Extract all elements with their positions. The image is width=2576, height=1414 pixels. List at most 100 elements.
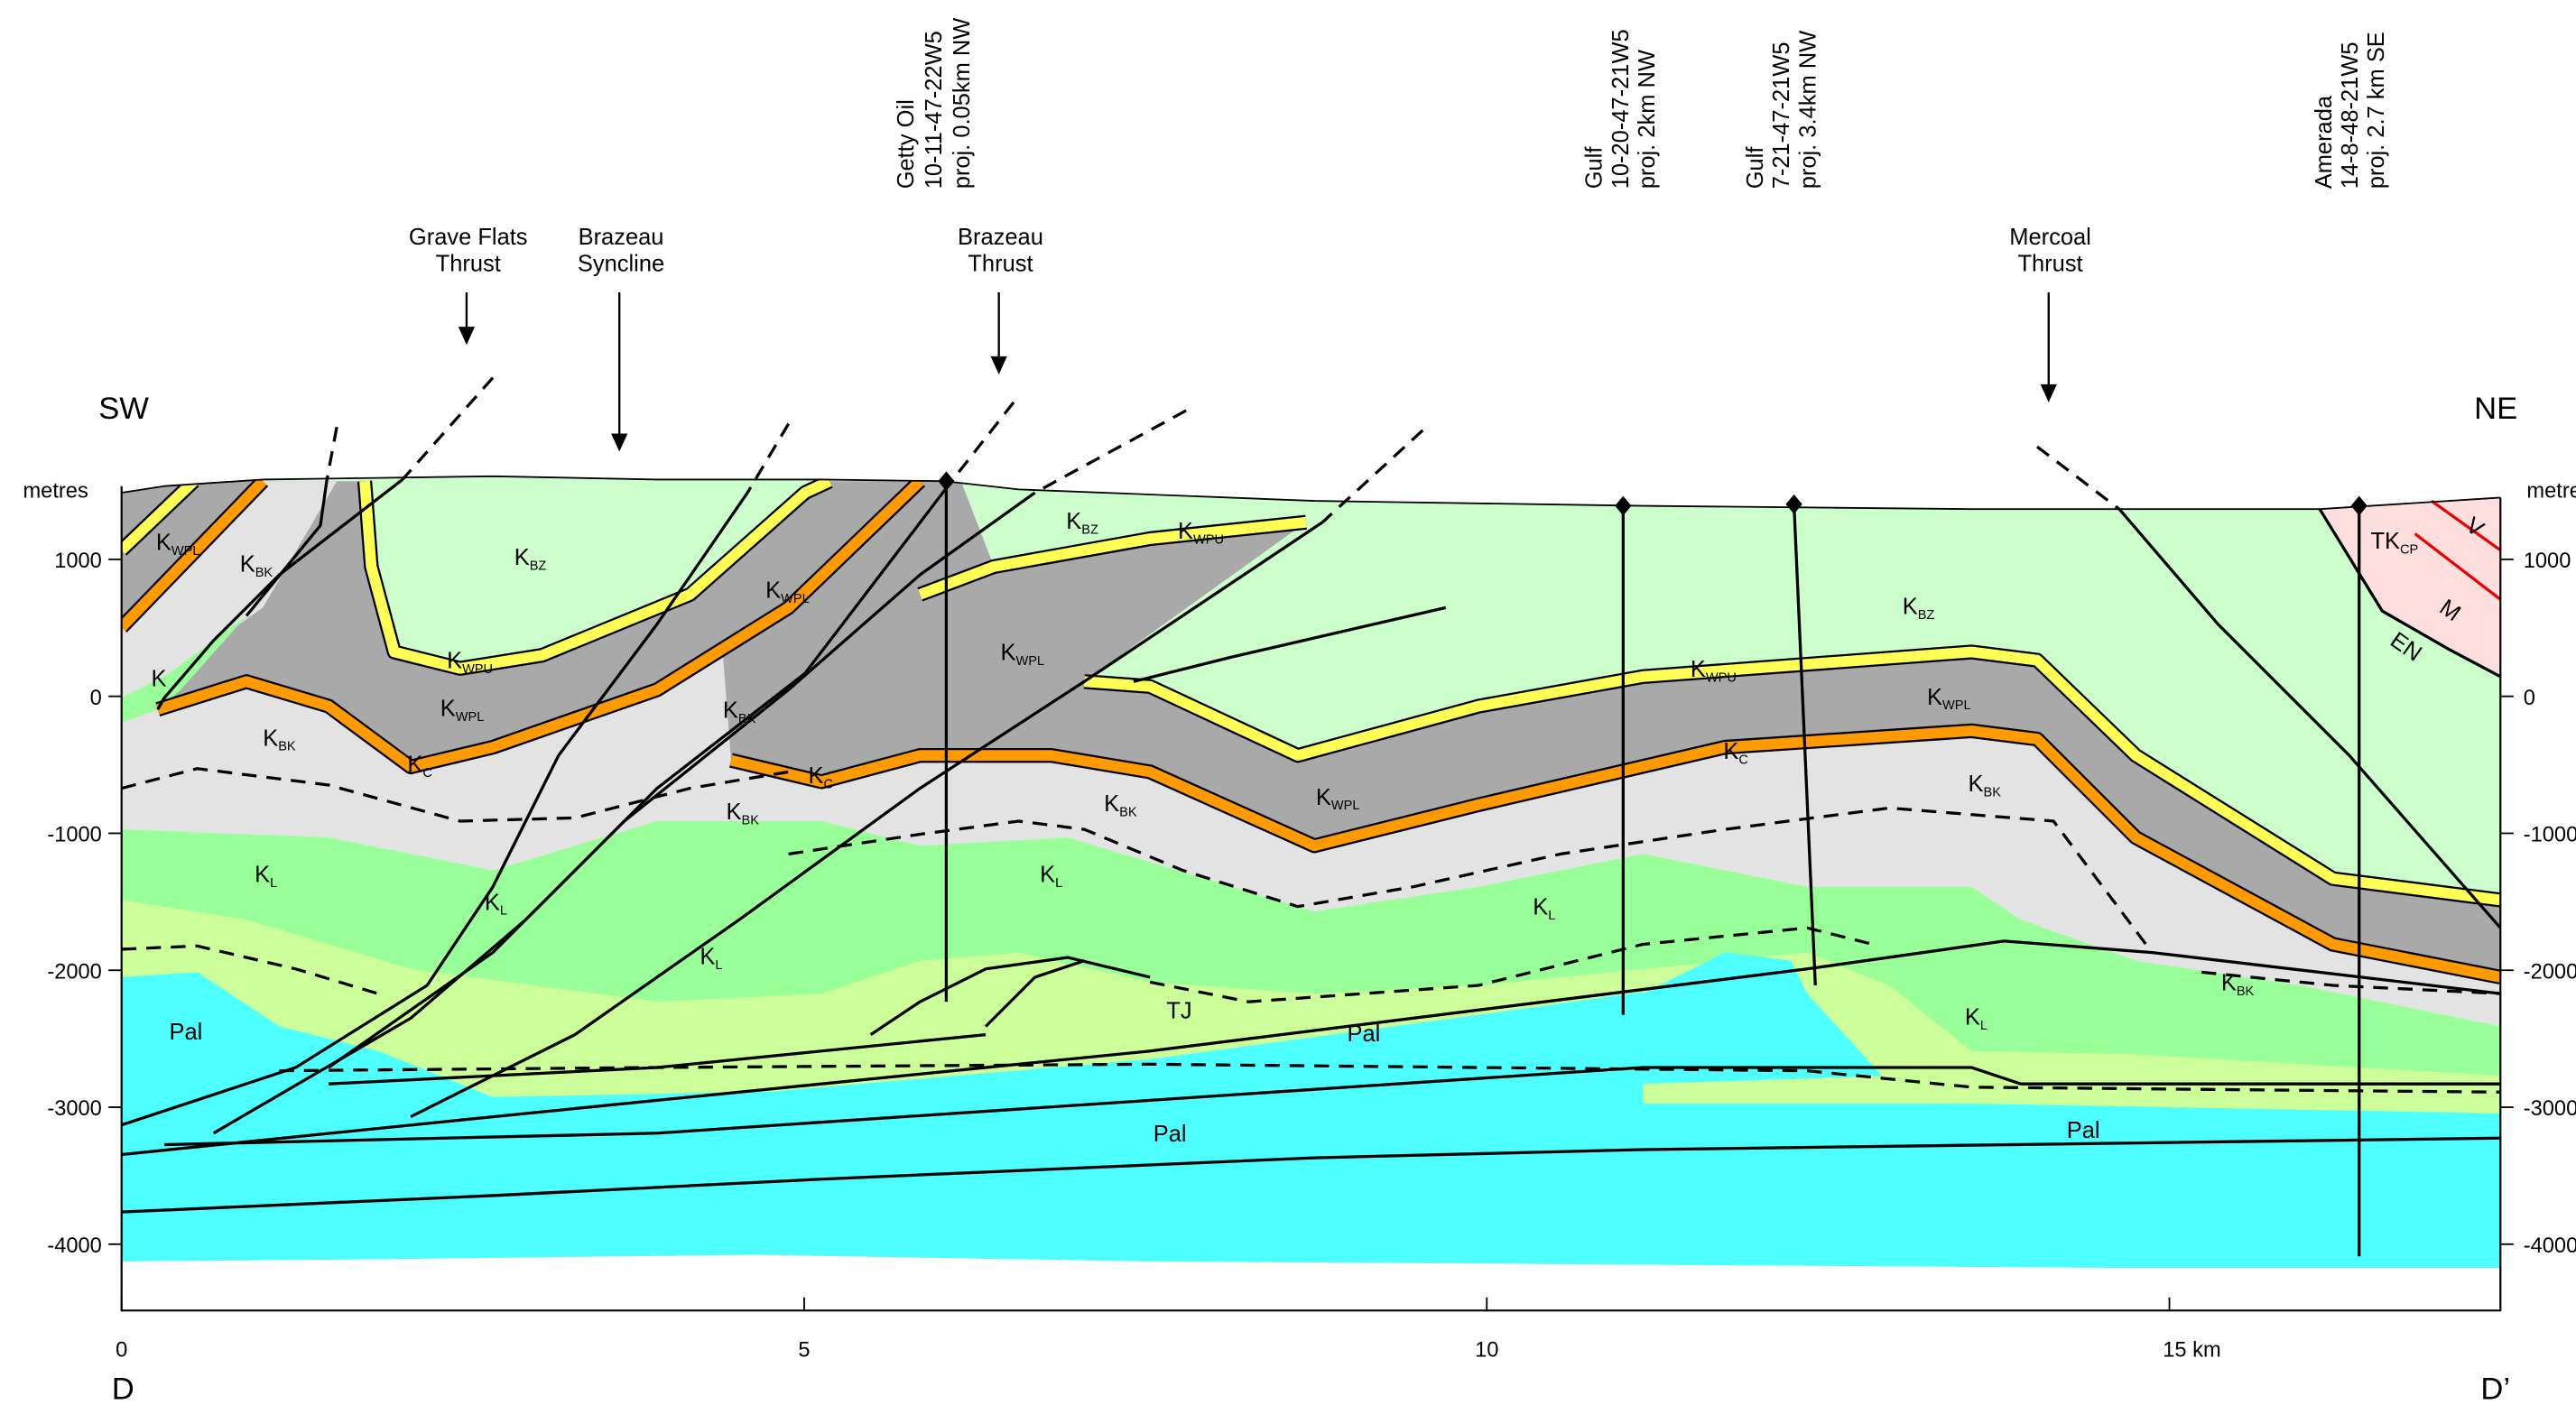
unit-label: KL	[1533, 895, 1555, 923]
unit-subscript: BK	[1119, 806, 1137, 820]
unit-label: KL	[700, 944, 722, 972]
fault-projection	[1033, 409, 1187, 494]
unit-label: KC	[407, 752, 432, 780]
fault-line	[328, 491, 1036, 1069]
well-label: 10-20-47-21W5	[1608, 29, 1634, 189]
band	[121, 476, 198, 554]
unit-kl-lower	[121, 992, 1644, 1169]
x-tick-label: 15 km	[2163, 1338, 2220, 1362]
axis-unit: metres	[2526, 479, 2576, 503]
unit-label: K	[151, 667, 166, 692]
unit-name: K	[1178, 519, 1193, 544]
section-end: D	[112, 1372, 134, 1407]
y-tick-label: -3000	[47, 1097, 102, 1121]
labels: 1000 1000 0 0 -1000 -1000 -2000 -2000 -3000 -3000…	[23, 18, 2576, 1407]
unit-subscript: L	[1980, 1019, 1988, 1033]
fault-line	[869, 956, 1151, 1036]
unit-label: KBZ	[1903, 595, 1935, 623]
unit-label: KBK	[263, 725, 296, 753]
unit-subscript: L	[500, 904, 507, 919]
band	[1083, 646, 2501, 906]
y-tick-label: 1000	[54, 550, 102, 573]
unit-name: K	[1691, 657, 1706, 682]
unit-label: KBK	[1969, 772, 2002, 799]
unit-subscript: WPU	[1193, 532, 1224, 547]
band	[729, 725, 2501, 983]
well-label: proj. 0.05km NW	[950, 18, 975, 189]
fault-line	[984, 959, 1085, 1028]
unit-subscript: WPL	[1015, 654, 1044, 669]
fault-projection	[746, 422, 791, 494]
unit-kbk	[121, 481, 338, 698]
unit-name: K	[765, 578, 781, 603]
fault-line	[121, 492, 749, 1127]
unit-name: K	[727, 799, 742, 825]
unit-pal	[121, 952, 2501, 1269]
fault-line	[1133, 605, 1447, 683]
fault-projection	[951, 401, 1015, 481]
band	[121, 477, 267, 632]
contact-line	[2430, 499, 2502, 552]
unit-subscript: C	[1738, 753, 1748, 767]
well-head	[1785, 494, 1802, 514]
unit-label: KBZ	[1066, 509, 1098, 537]
unit-subscript: BZ	[1918, 608, 1935, 623]
band	[918, 516, 1307, 600]
unit-subscript: L	[1055, 876, 1062, 891]
unit-subscript: BK	[1984, 786, 2002, 800]
unit-label: KWPU	[1178, 519, 1224, 547]
unit-name: K	[151, 667, 166, 692]
band	[359, 476, 832, 674]
arrow-head	[2040, 384, 2057, 402]
unit-subscript: C	[824, 778, 834, 792]
structure-label: Thrust	[2017, 251, 2082, 276]
unit-label: Pal	[2067, 1118, 2100, 1143]
unit-name: K	[700, 944, 715, 969]
unit-name: TJ	[1166, 998, 1191, 1023]
orientation: NE	[2474, 392, 2517, 426]
unit-name: K	[1533, 895, 1548, 920]
unit-subscript: BK	[742, 814, 760, 828]
unit-name: K	[1969, 772, 1984, 797]
y-tick-label: -2000	[2524, 960, 2576, 984]
unit-label: TKCP	[2370, 529, 2418, 557]
unit-label: KWPU	[447, 649, 493, 677]
y-tick-label: -1000	[47, 824, 102, 847]
y-tick-label: 0	[90, 687, 102, 710]
fault-line	[121, 1136, 2501, 1214]
unit-subscript: L	[715, 958, 722, 973]
y-tick-label: -3000	[2524, 1097, 2576, 1121]
y-tick-label: -2000	[47, 960, 102, 984]
unit-subscript: WPL	[781, 592, 810, 606]
y-tick-label: -4000	[47, 1234, 102, 1258]
unit-label: KL	[485, 890, 507, 918]
unit-tkcp	[2320, 495, 2501, 677]
well-label: Getty Oil	[894, 99, 919, 189]
well-label: 7-21-47-21W5	[1769, 42, 1794, 189]
unit-name: K	[1965, 1005, 1980, 1030]
structure-label: Thrust	[436, 251, 501, 276]
fault-line	[156, 478, 403, 711]
well-label: proj. 2.7 km SE	[2364, 32, 2389, 189]
fault-line	[121, 939, 2501, 1157]
unit-subscript: WPL	[1331, 799, 1360, 813]
unit-name: K	[514, 545, 530, 570]
unit-name: K	[1104, 791, 1119, 817]
x-tick-label: 5	[798, 1338, 810, 1362]
contact-dashed	[2201, 970, 2501, 995]
unit-subscript: L	[1548, 909, 1555, 923]
section-end: D’	[2480, 1372, 2510, 1407]
unit-subscript: WPL	[456, 710, 485, 725]
arrow-head	[611, 433, 628, 452]
unit-name: K	[809, 763, 824, 789]
y-tick-label: -4000	[2524, 1234, 2576, 1258]
unit-label: KWPL	[1316, 785, 1360, 813]
unit-name: K	[2221, 970, 2237, 995]
well-label: proj. 3.4km NW	[1795, 31, 1821, 189]
well-trace	[1792, 504, 1817, 986]
unit-name: K	[240, 551, 255, 577]
unit-name: K	[263, 725, 278, 751]
band	[155, 476, 924, 772]
